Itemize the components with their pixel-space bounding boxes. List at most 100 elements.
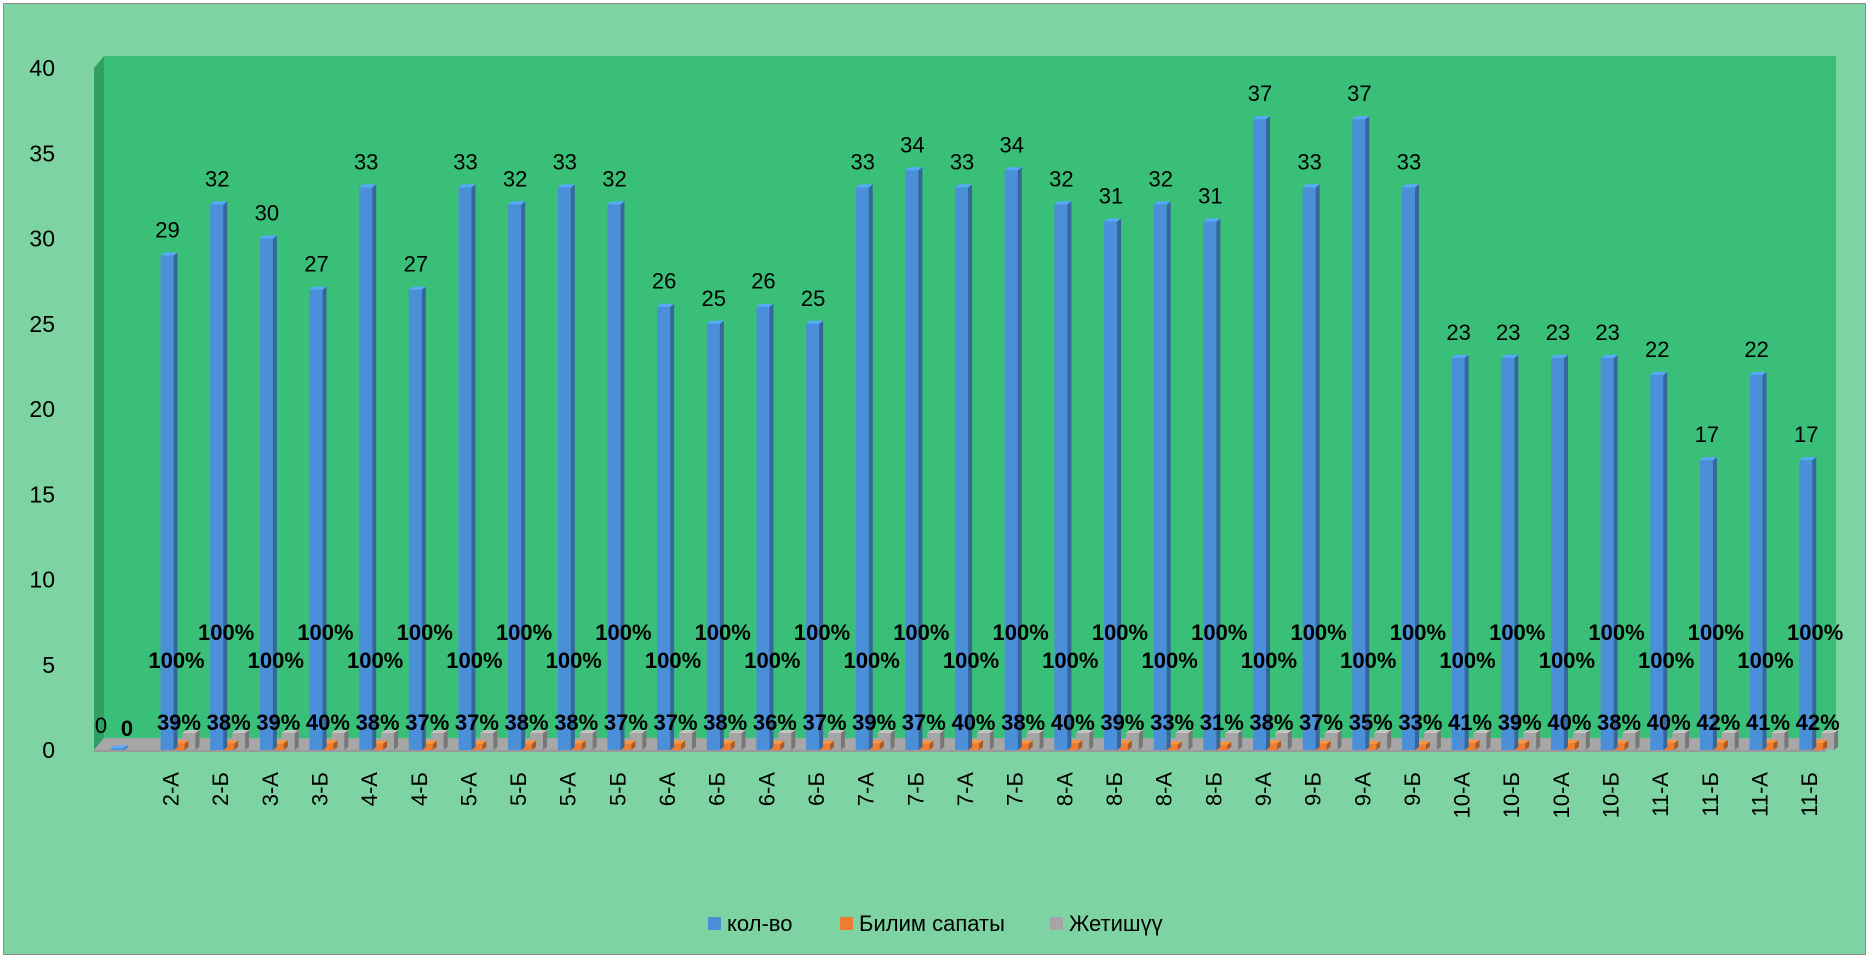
bar-count: [1600, 354, 1618, 750]
data-label-quality: 33%: [1150, 710, 1194, 735]
x-tick-label: 2-Б: [208, 772, 233, 806]
bar-count: [110, 745, 128, 750]
data-label-count: 32: [602, 166, 626, 191]
bar-count: [359, 184, 377, 751]
data-label-quality: 38%: [356, 710, 400, 735]
data-label-achievement: 100%: [893, 620, 949, 645]
data-label-quality: 40%: [1051, 710, 1095, 735]
x-tick-label: 3-Б: [307, 772, 332, 806]
data-label-quality: 38%: [1597, 710, 1641, 735]
bar-count: [855, 184, 873, 751]
legend-achievement-label: Жетишүү: [1069, 911, 1163, 936]
data-label-count: 33: [354, 149, 378, 174]
bar-achievement: [1771, 729, 1789, 750]
y-tick-label: 10: [29, 567, 55, 593]
data-label-count: 23: [1595, 320, 1619, 345]
data-label-quality: 37%: [654, 710, 698, 735]
data-label-count: 29: [155, 218, 179, 243]
legend-count-swatch: [708, 917, 721, 930]
data-label-achievement: 100%: [1688, 620, 1744, 645]
y-tick-label: 5: [42, 652, 55, 678]
data-label-achievement: 100%: [1290, 620, 1346, 645]
data-label-quality: 38%: [1249, 710, 1293, 735]
data-label-quality: 39%: [1498, 710, 1542, 735]
data-label-achievement: 100%: [744, 648, 800, 673]
x-tick-label: 8-А: [1052, 772, 1077, 807]
legend-quality-label: Билим сапаты: [859, 911, 1005, 936]
data-label-count: 33: [453, 149, 477, 174]
x-tick-label: 10-Б: [1599, 772, 1624, 818]
x-tick-label: 8-А: [1152, 772, 1177, 807]
data-label-achievement: 100%: [595, 620, 651, 645]
x-tick-label: 11-Б: [1698, 772, 1723, 817]
bar-count: [259, 235, 277, 750]
x-tick-label: 6-Б: [804, 772, 829, 806]
data-label-quality: 38%: [505, 710, 549, 735]
x-tick-label: 7-Б: [1003, 772, 1028, 806]
x-tick-label: 4-А: [357, 772, 382, 807]
data-label-achievement: 100%: [1787, 620, 1843, 645]
x-tick-label: 11-А: [1748, 772, 1773, 817]
data-label-achievement: 100%: [496, 620, 552, 645]
x-tick-label: 6-А: [655, 772, 680, 807]
data-label-count: 25: [801, 286, 825, 311]
y-tick-label: 30: [29, 226, 55, 252]
data-label-count: 17: [1794, 422, 1818, 447]
data-label-quality: 31%: [1200, 710, 1244, 735]
data-label-quality: 37%: [455, 710, 499, 735]
data-label-count: 33: [553, 149, 577, 174]
x-tick-label: 10-А: [1549, 772, 1574, 819]
data-label-count: 0: [95, 713, 107, 738]
x-tick-label: 6-Б: [705, 772, 730, 806]
x-tick-label: 10-А: [1450, 772, 1475, 819]
data-label-achievement: 100%: [1390, 620, 1446, 645]
x-tick-label: 5-Б: [506, 772, 531, 806]
data-label-quality: 33%: [1398, 710, 1442, 735]
bar-count: [1749, 371, 1767, 750]
x-tick-label: 8-Б: [1201, 772, 1226, 806]
bar-count: [210, 201, 228, 750]
x-tick-label: 7-А: [854, 772, 879, 807]
data-label-count: 31: [1198, 183, 1222, 208]
data-label-count: 33: [1397, 149, 1421, 174]
data-label-achievement: 100%: [1737, 648, 1793, 673]
data-label-count: 22: [1744, 337, 1768, 362]
data-label-count: 34: [900, 132, 924, 157]
x-tick-label: 5-А: [456, 772, 481, 807]
bar-count: [1799, 457, 1817, 750]
data-label-quality: 37%: [1299, 710, 1343, 735]
data-label-achievement: 100%: [198, 620, 254, 645]
bar-count: [806, 320, 824, 750]
data-label-quality: 37%: [802, 710, 846, 735]
bar-count: [706, 320, 724, 750]
data-label-count: 25: [702, 286, 726, 311]
data-label-count: 32: [205, 166, 229, 191]
data-label-achievement: 100%: [844, 648, 900, 673]
data-label-achievement: 100%: [1241, 648, 1297, 673]
x-tick-label: 9-Б: [1301, 772, 1326, 806]
data-label-count: 27: [304, 252, 328, 277]
y-tick-label: 25: [29, 311, 55, 337]
data-label-count: 37: [1347, 81, 1371, 106]
y-tick-label: 15: [29, 481, 55, 507]
data-label-count: 23: [1496, 320, 1520, 345]
data-label-achievement: 100%: [794, 620, 850, 645]
data-label-achievement: 100%: [1191, 620, 1247, 645]
data-label-count: 31: [1099, 183, 1123, 208]
x-tick-label: 6-А: [754, 772, 779, 807]
data-label-quality: 40%: [951, 710, 995, 735]
x-tick-label: 5-А: [556, 772, 581, 807]
x-tick-label: 9-А: [1350, 772, 1375, 807]
data-label-achievement: 100%: [695, 620, 751, 645]
x-tick-label: 7-А: [953, 772, 978, 807]
y-tick-label: 35: [29, 140, 55, 166]
bar-count: [160, 252, 178, 751]
data-label-quality: 40%: [1647, 710, 1691, 735]
bar-count: [1550, 354, 1568, 750]
data-label-achievement: 100%: [1539, 648, 1595, 673]
data-label-count: 17: [1695, 422, 1719, 447]
bar-count: [1153, 201, 1171, 750]
data-label-quality: 39%: [256, 710, 300, 735]
bar-count: [309, 286, 327, 750]
data-label-achievement: 100%: [347, 648, 403, 673]
